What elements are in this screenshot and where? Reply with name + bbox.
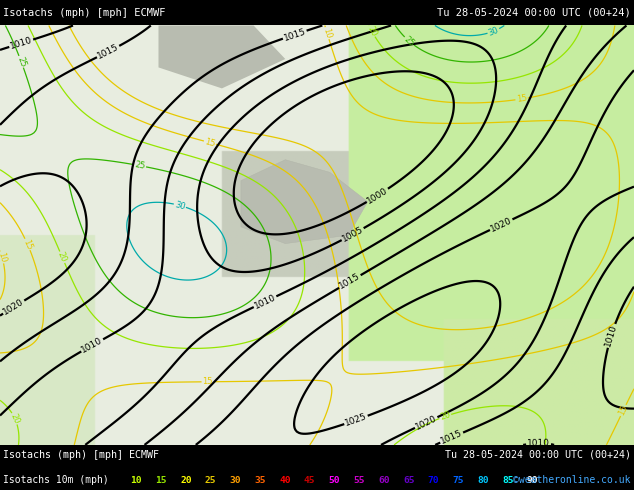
Text: 1020: 1020 (489, 216, 514, 234)
Text: 1010: 1010 (604, 323, 619, 348)
Polygon shape (158, 25, 285, 88)
Text: 20: 20 (180, 476, 191, 485)
Text: 1000: 1000 (365, 186, 389, 205)
Text: 25: 25 (15, 55, 27, 68)
Text: 25: 25 (134, 160, 146, 171)
Text: 1015: 1015 (282, 26, 307, 43)
Text: 60: 60 (378, 476, 390, 485)
Text: 1015: 1015 (96, 43, 120, 61)
Text: 55: 55 (353, 476, 365, 485)
Text: Isotachs (mph) [mph] ECMWF: Isotachs (mph) [mph] ECMWF (3, 8, 165, 18)
Text: 30: 30 (487, 25, 500, 37)
Text: 1015: 1015 (338, 272, 362, 291)
Text: Isotachs 10m (mph): Isotachs 10m (mph) (3, 475, 109, 485)
Text: 10: 10 (0, 251, 8, 264)
Text: 15: 15 (155, 476, 167, 485)
Text: 80: 80 (477, 476, 489, 485)
Text: 1010: 1010 (80, 336, 105, 355)
Text: 1020: 1020 (1, 297, 26, 317)
Text: Tu 28-05-2024 00:00 UTC (00+24): Tu 28-05-2024 00:00 UTC (00+24) (437, 8, 631, 18)
Text: 45: 45 (304, 476, 316, 485)
Text: 20: 20 (365, 24, 378, 38)
Text: 70: 70 (428, 476, 439, 485)
Text: 1025: 1025 (344, 412, 368, 428)
Polygon shape (241, 160, 368, 244)
Text: 85: 85 (502, 476, 514, 485)
Text: 35: 35 (254, 476, 266, 485)
Text: ©weatheronline.co.uk: ©weatheronline.co.uk (514, 475, 631, 485)
Text: 15: 15 (617, 404, 630, 417)
Text: 1010: 1010 (253, 293, 277, 311)
Text: 65: 65 (403, 476, 415, 485)
Text: 15: 15 (22, 238, 34, 251)
Text: 10: 10 (321, 27, 333, 40)
Text: Isotachs (mph) [mph] ECMWF: Isotachs (mph) [mph] ECMWF (3, 450, 159, 460)
Text: 15: 15 (204, 137, 216, 148)
Text: 20: 20 (56, 251, 68, 264)
Text: 90: 90 (527, 476, 538, 485)
Text: 10: 10 (131, 476, 142, 485)
Text: 1010: 1010 (9, 36, 34, 51)
Text: 25: 25 (205, 476, 216, 485)
Text: 1020: 1020 (414, 414, 439, 432)
Text: 1015: 1015 (439, 429, 464, 446)
Text: 75: 75 (453, 476, 464, 485)
Text: 30: 30 (174, 200, 186, 211)
Text: 25: 25 (403, 34, 416, 48)
Text: 50: 50 (328, 476, 340, 485)
Text: 20: 20 (9, 412, 21, 425)
Text: 15: 15 (515, 94, 527, 104)
Text: 20: 20 (439, 411, 452, 422)
Text: 30: 30 (230, 476, 241, 485)
Text: 1005: 1005 (340, 225, 365, 244)
Text: 15: 15 (202, 377, 213, 386)
Text: 40: 40 (279, 476, 290, 485)
Text: 1010: 1010 (527, 439, 550, 448)
Text: Tu 28-05-2024 00:00 UTC (00+24): Tu 28-05-2024 00:00 UTC (00+24) (445, 450, 631, 460)
